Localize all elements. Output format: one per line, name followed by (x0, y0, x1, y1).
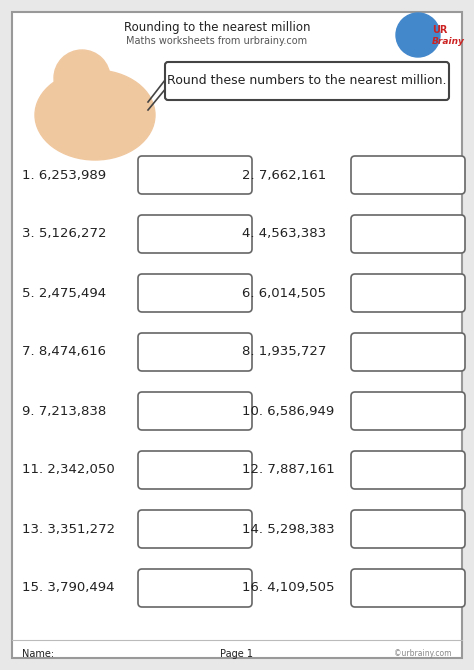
Text: 9. 7,213,838: 9. 7,213,838 (22, 405, 106, 417)
Text: 16. 4,109,505: 16. 4,109,505 (242, 582, 335, 594)
Text: 4. 4,563,383: 4. 4,563,383 (242, 228, 326, 241)
FancyBboxPatch shape (351, 569, 465, 607)
FancyBboxPatch shape (351, 333, 465, 371)
Text: 1. 6,253,989: 1. 6,253,989 (22, 168, 106, 182)
FancyBboxPatch shape (351, 156, 465, 194)
Text: Name:: Name: (22, 649, 54, 659)
FancyBboxPatch shape (351, 215, 465, 253)
Text: ©urbrainy.com: ©urbrainy.com (394, 649, 452, 659)
Text: 12. 7,887,161: 12. 7,887,161 (242, 464, 335, 476)
FancyBboxPatch shape (138, 392, 252, 430)
FancyBboxPatch shape (351, 392, 465, 430)
Text: Rounding to the nearest million: Rounding to the nearest million (124, 21, 310, 34)
FancyBboxPatch shape (138, 274, 252, 312)
Ellipse shape (35, 70, 155, 160)
FancyBboxPatch shape (138, 569, 252, 607)
Circle shape (54, 50, 110, 106)
Text: Maths worksheets from urbrainy.com: Maths worksheets from urbrainy.com (127, 36, 308, 46)
FancyBboxPatch shape (351, 451, 465, 489)
FancyBboxPatch shape (351, 274, 465, 312)
Text: 8. 1,935,727: 8. 1,935,727 (242, 346, 327, 358)
FancyBboxPatch shape (138, 510, 252, 548)
Text: 5. 2,475,494: 5. 2,475,494 (22, 287, 106, 299)
Text: 6. 6,014,505: 6. 6,014,505 (242, 287, 326, 299)
FancyBboxPatch shape (165, 62, 449, 100)
FancyBboxPatch shape (351, 510, 465, 548)
Text: 10. 6,586,949: 10. 6,586,949 (242, 405, 334, 417)
Text: Brainy: Brainy (432, 38, 465, 46)
Text: 11. 2,342,050: 11. 2,342,050 (22, 464, 115, 476)
Text: UR: UR (432, 25, 447, 35)
Text: 14. 5,298,383: 14. 5,298,383 (242, 523, 335, 535)
Text: Page 1: Page 1 (220, 649, 254, 659)
Text: Round these numbers to the nearest million.: Round these numbers to the nearest milli… (167, 74, 447, 88)
Text: 2. 7,662,161: 2. 7,662,161 (242, 168, 326, 182)
Circle shape (396, 13, 440, 57)
FancyBboxPatch shape (138, 451, 252, 489)
FancyBboxPatch shape (138, 333, 252, 371)
Text: 7. 8,474,616: 7. 8,474,616 (22, 346, 106, 358)
FancyBboxPatch shape (12, 12, 462, 658)
Text: 13. 3,351,272: 13. 3,351,272 (22, 523, 115, 535)
FancyBboxPatch shape (138, 215, 252, 253)
Text: 15. 3,790,494: 15. 3,790,494 (22, 582, 115, 594)
FancyBboxPatch shape (138, 156, 252, 194)
Text: 3. 5,126,272: 3. 5,126,272 (22, 228, 107, 241)
